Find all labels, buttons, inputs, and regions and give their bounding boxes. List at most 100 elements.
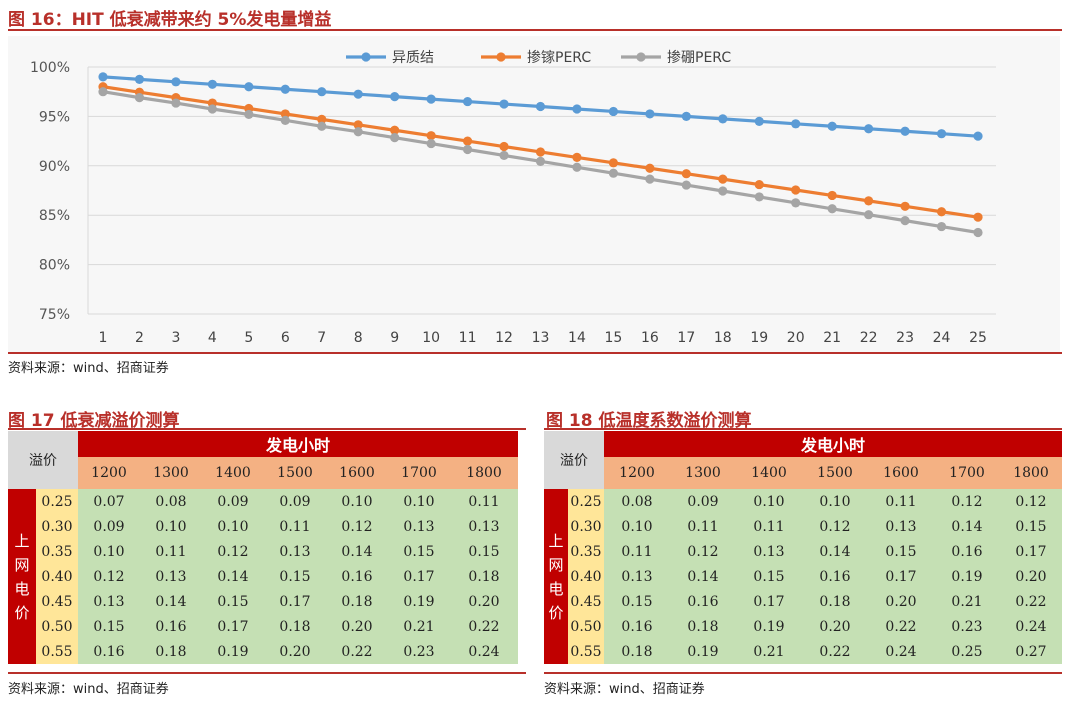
data-point <box>900 216 910 226</box>
price-cell: 0.40 <box>36 564 78 589</box>
legend-label: 异质结 <box>392 50 434 66</box>
hour-header: 1800 <box>450 457 519 489</box>
value-cell: 0.12 <box>326 514 388 539</box>
value-cell: 0.25 <box>934 639 1000 664</box>
data-point <box>645 163 655 173</box>
fig16-bottom-rule <box>8 352 1062 354</box>
value-cell: 0.12 <box>202 539 264 564</box>
value-cell: 0.10 <box>140 514 202 539</box>
value-cell: 0.22 <box>450 614 519 639</box>
value-cell: 0.20 <box>450 589 519 614</box>
hour-header: 1200 <box>604 457 670 489</box>
data-point <box>973 212 983 222</box>
value-cell: 0.16 <box>78 639 140 664</box>
fig17-table: 溢价 发电小时 1200 1300 1400 1500 1600 1700 1800 上网电… <box>8 431 519 664</box>
value-cell: 0.09 <box>78 514 140 539</box>
value-cell: 0.10 <box>202 514 264 539</box>
value-cell: 0.16 <box>934 539 1000 564</box>
data-point <box>645 174 655 184</box>
x-tick-label: 7 <box>317 330 326 346</box>
hour-header: 1300 <box>670 457 736 489</box>
value-cell: 0.15 <box>264 564 326 589</box>
data-point <box>390 133 400 143</box>
data-point <box>207 104 217 114</box>
price-cell: 0.35 <box>36 539 78 564</box>
value-cell: 0.17 <box>264 589 326 614</box>
x-tick-label: 23 <box>896 330 914 346</box>
value-cell: 0.15 <box>202 589 264 614</box>
data-point <box>280 115 290 125</box>
table-row: 上网电价 0.25 0.07 0.08 0.09 0.09 0.10 0.10 0.11 <box>8 489 519 664</box>
y-tick-label: 85% <box>39 208 70 224</box>
value-cell: 0.20 <box>868 589 934 614</box>
value-cell: 0.12 <box>802 514 868 539</box>
value-cell: 0.08 <box>140 489 202 514</box>
value-cell: 0.12 <box>934 489 1000 514</box>
table-corner: 溢价 <box>544 431 604 489</box>
value-cell: 0.13 <box>604 564 670 589</box>
x-tick-label: 8 <box>354 330 363 346</box>
data-point <box>572 104 582 114</box>
data-point <box>98 72 108 82</box>
data-point <box>535 147 546 157</box>
table-row: 上网电价 0.25 0.08 0.09 0.10 0.10 0.11 0.12 0.12 <box>544 489 1063 664</box>
value-cell: 0.13 <box>140 564 202 589</box>
value-cell: 0.21 <box>388 614 450 639</box>
x-tick-label: 6 <box>281 330 290 346</box>
value-cell: 0.15 <box>78 614 140 639</box>
legend: 异质结 掺镓PERC 掺硼PERC <box>346 49 731 66</box>
hour-header: 1700 <box>388 457 450 489</box>
data-point <box>608 158 619 168</box>
data-point <box>353 120 363 130</box>
x-tick-label: 18 <box>714 330 732 346</box>
data-point <box>718 114 728 124</box>
header-hours: 发电小时 <box>78 431 519 457</box>
fig18-source: 资料来源：wind、招商证券 <box>544 682 705 697</box>
hour-header: 1600 <box>326 457 388 489</box>
data-point <box>171 98 181 108</box>
table-row: 0.45 0.13 0.14 0.15 0.17 0.18 0.19 0.20 <box>8 589 519 614</box>
data-point <box>390 125 400 135</box>
value-cell: 0.08 <box>604 489 670 514</box>
data-point <box>535 156 546 166</box>
data-point <box>317 121 327 131</box>
data-point <box>462 96 473 107</box>
grid-lines <box>87 66 996 315</box>
value-cell: 0.22 <box>326 639 388 664</box>
x-tick-label: 11 <box>459 330 477 346</box>
data-point <box>499 99 509 109</box>
data-point <box>134 74 145 84</box>
x-tick-label: 21 <box>823 330 841 346</box>
price-cell: 0.25 <box>568 489 604 514</box>
value-cell: 0.13 <box>264 539 326 564</box>
table-row: 0.55 0.18 0.19 0.21 0.22 0.24 0.25 0.27 <box>544 639 1063 664</box>
data-point <box>462 136 473 146</box>
data-point <box>499 150 509 161</box>
x-tick-label: 19 <box>750 330 768 346</box>
value-cell: 0.17 <box>202 614 264 639</box>
price-cell: 0.40 <box>568 564 604 589</box>
value-cell: 0.14 <box>202 564 264 589</box>
value-cell: 0.11 <box>670 514 736 539</box>
price-cell: 0.35 <box>568 539 604 564</box>
data-point <box>171 77 181 87</box>
fig17-title-rule <box>8 428 526 430</box>
data-point <box>827 190 837 201</box>
data-point <box>718 186 728 196</box>
value-cell: 0.09 <box>202 489 264 514</box>
legend-marker <box>361 52 371 62</box>
value-cell: 0.14 <box>802 539 868 564</box>
value-cell: 0.12 <box>78 564 140 589</box>
data-point <box>681 111 691 121</box>
value-cell: 0.13 <box>388 514 450 539</box>
price-cell: 0.45 <box>36 589 78 614</box>
data-point <box>754 179 764 190</box>
legend-marker <box>496 52 506 62</box>
value-cell: 0.07 <box>78 489 140 514</box>
x-tick-label: 17 <box>677 330 695 346</box>
value-cell: 0.16 <box>326 564 388 589</box>
price-cell: 0.55 <box>36 639 78 664</box>
data-point <box>280 84 290 94</box>
value-cell: 0.16 <box>140 614 202 639</box>
fig16-title-rule <box>8 29 1062 31</box>
